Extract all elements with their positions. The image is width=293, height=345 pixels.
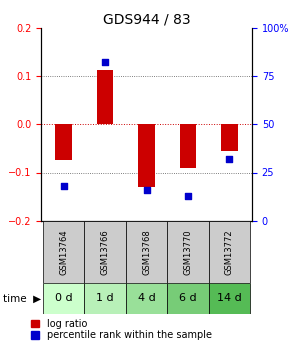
Text: 14 d: 14 d <box>217 294 242 303</box>
Bar <box>209 221 250 283</box>
Bar <box>126 221 167 283</box>
Bar <box>55 124 72 160</box>
Point <box>227 156 231 162</box>
Bar <box>138 124 155 187</box>
Point <box>185 193 190 198</box>
Point <box>144 187 149 193</box>
Legend: log ratio, percentile rank within the sample: log ratio, percentile rank within the sa… <box>31 319 212 340</box>
Text: GDS944 / 83: GDS944 / 83 <box>103 12 190 26</box>
Point <box>103 60 108 65</box>
Bar <box>167 283 209 314</box>
Text: 4 d: 4 d <box>138 294 155 303</box>
Text: GSM13764: GSM13764 <box>59 229 68 275</box>
Bar <box>43 283 84 314</box>
Text: GSM13768: GSM13768 <box>142 229 151 275</box>
Bar <box>221 124 238 151</box>
Text: time  ▶: time ▶ <box>3 294 41 303</box>
Bar <box>43 221 84 283</box>
Text: 6 d: 6 d <box>179 294 197 303</box>
Bar <box>180 124 196 168</box>
Point <box>62 183 66 189</box>
Text: GSM13770: GSM13770 <box>183 229 193 275</box>
Text: GSM13772: GSM13772 <box>225 229 234 275</box>
Bar <box>126 283 167 314</box>
Text: 0 d: 0 d <box>55 294 73 303</box>
Text: 1 d: 1 d <box>96 294 114 303</box>
Text: GSM13766: GSM13766 <box>100 229 110 275</box>
Bar <box>84 221 126 283</box>
Bar <box>84 283 126 314</box>
Bar <box>209 283 250 314</box>
Bar <box>167 221 209 283</box>
Bar <box>97 70 113 124</box>
